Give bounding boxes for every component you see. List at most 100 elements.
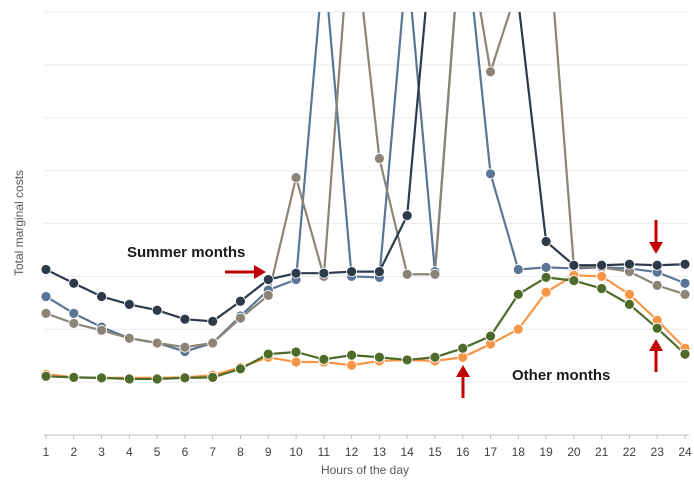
data-point bbox=[290, 346, 302, 358]
data-point bbox=[540, 261, 552, 273]
data-point bbox=[373, 153, 385, 164]
data-point bbox=[596, 283, 608, 294]
data-point bbox=[624, 298, 635, 310]
series-line bbox=[45, 12, 686, 323]
arrow-head bbox=[456, 365, 470, 377]
x-tick-label: 9 bbox=[265, 445, 272, 459]
x-tick-label: 7 bbox=[209, 445, 216, 459]
data-point bbox=[235, 312, 246, 324]
data-point bbox=[624, 288, 635, 300]
data-point bbox=[40, 370, 52, 382]
data-point bbox=[596, 270, 608, 282]
data-point bbox=[96, 372, 107, 384]
x-tick-label: 13 bbox=[373, 445, 387, 459]
data-point bbox=[151, 304, 163, 316]
data-point bbox=[373, 266, 385, 278]
data-point bbox=[318, 267, 330, 279]
x-tick-label: 2 bbox=[70, 445, 77, 459]
data-point bbox=[540, 286, 552, 298]
data-point bbox=[151, 373, 163, 385]
series-line bbox=[45, 12, 686, 353]
data-point bbox=[540, 272, 552, 283]
data-point bbox=[679, 288, 691, 300]
x-axis-title: Hours of the day bbox=[321, 463, 409, 477]
data-point bbox=[457, 351, 469, 363]
data-point bbox=[679, 348, 691, 360]
data-point bbox=[262, 290, 274, 301]
x-tick-label: 15 bbox=[428, 445, 442, 459]
x-tick-label: 17 bbox=[484, 445, 498, 459]
data-point bbox=[512, 288, 524, 300]
annotation: Other months bbox=[512, 367, 610, 384]
x-tick-label: 24 bbox=[678, 445, 692, 459]
data-point bbox=[235, 363, 246, 375]
arrow-head bbox=[649, 242, 663, 254]
data-point bbox=[123, 298, 135, 310]
data-point bbox=[485, 66, 496, 78]
data-point bbox=[346, 266, 358, 278]
data-point bbox=[68, 277, 80, 289]
data-point bbox=[346, 359, 358, 371]
data-point bbox=[40, 307, 52, 319]
x-tick-label: 12 bbox=[345, 445, 359, 459]
y-axis-title: Total marginal costs bbox=[12, 170, 26, 276]
data-point bbox=[207, 371, 219, 383]
data-point bbox=[373, 351, 385, 363]
data-point bbox=[485, 330, 496, 342]
data-point bbox=[679, 258, 691, 270]
data-point bbox=[68, 318, 80, 329]
x-tick-label: 10 bbox=[289, 445, 303, 459]
x-tick-label: 5 bbox=[154, 445, 161, 459]
data-point bbox=[151, 337, 163, 349]
data-point bbox=[68, 307, 80, 319]
series-line bbox=[45, 12, 686, 349]
data-point bbox=[207, 337, 219, 349]
data-point bbox=[346, 349, 358, 361]
data-point bbox=[624, 258, 635, 270]
data-point bbox=[596, 259, 608, 271]
x-tick-label: 1 bbox=[43, 445, 50, 459]
grid bbox=[44, 11, 689, 439]
data-point bbox=[457, 342, 469, 354]
data-point bbox=[512, 264, 524, 275]
data-point bbox=[40, 291, 52, 302]
data-point bbox=[512, 323, 524, 335]
x-tick-label: 3 bbox=[98, 445, 105, 459]
x-tick-label: 6 bbox=[182, 445, 189, 459]
data-point bbox=[429, 268, 441, 280]
data-point bbox=[429, 351, 441, 363]
data-point bbox=[513, 0, 523, 6]
data-point bbox=[318, 353, 330, 365]
data-point bbox=[179, 313, 191, 325]
x-tick-label: 21 bbox=[595, 445, 609, 459]
data-point bbox=[123, 332, 135, 344]
data-point bbox=[568, 259, 580, 271]
data-point bbox=[68, 371, 80, 383]
data-point bbox=[651, 322, 663, 334]
arrow-head bbox=[649, 339, 663, 351]
data-point bbox=[651, 279, 663, 291]
data-point bbox=[568, 275, 580, 287]
x-tick-label: 14 bbox=[400, 445, 414, 459]
data-point bbox=[651, 259, 663, 271]
data-point bbox=[262, 348, 274, 360]
data-point bbox=[96, 291, 107, 302]
x-tick-label: 4 bbox=[126, 445, 133, 459]
data-point bbox=[207, 315, 219, 327]
data-point bbox=[290, 356, 302, 368]
x-tick-label: 23 bbox=[651, 445, 665, 459]
x-tick-label: 8 bbox=[237, 445, 244, 459]
data-point bbox=[679, 277, 691, 289]
data-point bbox=[485, 168, 496, 180]
plot-area bbox=[40, 0, 691, 385]
data-point bbox=[401, 268, 413, 280]
annotation: Summer months bbox=[127, 244, 245, 261]
data-point bbox=[290, 172, 302, 183]
data-point bbox=[540, 236, 552, 247]
x-tick-label: 18 bbox=[512, 445, 526, 459]
arrows bbox=[225, 220, 663, 398]
data-point bbox=[96, 324, 107, 336]
data-point bbox=[179, 341, 191, 353]
data-point bbox=[235, 295, 246, 307]
